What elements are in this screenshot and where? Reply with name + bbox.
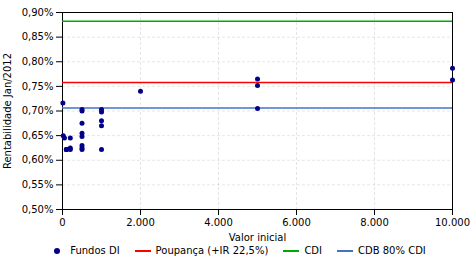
svg-text:0,85%: 0,85% — [22, 31, 54, 42]
svg-text:8.000: 8.000 — [360, 217, 389, 228]
svg-text:0,75%: 0,75% — [22, 81, 54, 92]
svg-text:Rentabilidade Jan/2012: Rentabilidade Jan/2012 — [2, 53, 13, 169]
svg-text:0: 0 — [59, 217, 65, 228]
html-text:CDB 80% CDI: CDB 80% CDI — [358, 245, 426, 256]
html-text:Poupança (+IR 22,5%): Poupança (+IR 22,5%) — [155, 245, 269, 256]
svg-text:4.000: 4.000 — [204, 217, 233, 228]
svg-text:6.000: 6.000 — [282, 217, 311, 228]
svg-text:2.000: 2.000 — [126, 217, 155, 228]
html-text:Fundos DI: Fundos DI — [70, 245, 120, 256]
svg-text:0,70%: 0,70% — [22, 105, 54, 116]
html-text:CDI: CDI — [304, 245, 322, 256]
svg-text:Valor inicial: Valor inicial — [229, 232, 286, 243]
svg-text:0,90%: 0,90% — [22, 7, 54, 18]
svg-text:0,55%: 0,55% — [22, 179, 54, 190]
svg-text:0,50%: 0,50% — [22, 204, 54, 215]
svg-text:10.000: 10.000 — [435, 217, 470, 228]
svg-text:0,60%: 0,60% — [22, 154, 54, 165]
svg-text:0,80%: 0,80% — [22, 56, 54, 67]
svg-text:0,65%: 0,65% — [22, 130, 54, 141]
